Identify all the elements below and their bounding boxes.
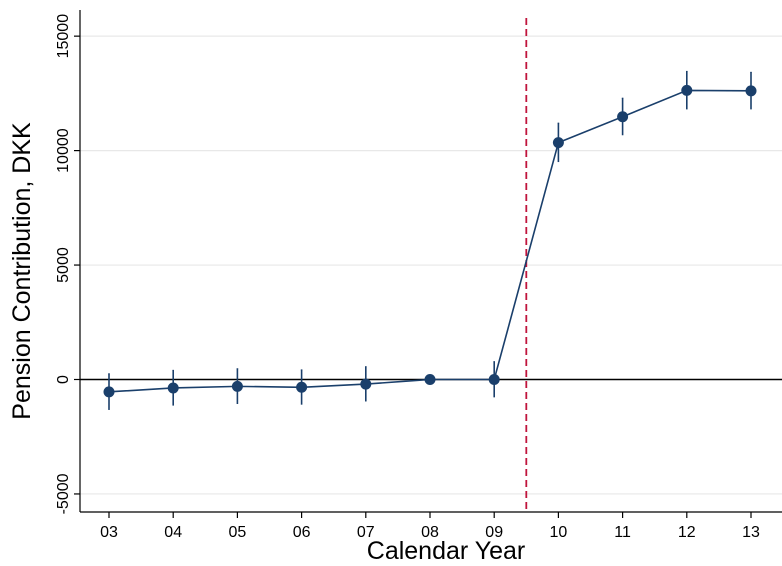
y-tick-label: -5000 xyxy=(55,473,72,514)
x-tick-label: 10 xyxy=(550,524,568,541)
x-tick-label: 06 xyxy=(293,524,311,541)
x-tick-label: 09 xyxy=(485,524,503,541)
data-point xyxy=(745,85,757,97)
series xyxy=(103,70,757,410)
y-tick-label: 10000 xyxy=(55,128,72,173)
data-point xyxy=(617,111,629,123)
x-tick-label: 07 xyxy=(357,524,375,541)
data-point xyxy=(552,137,564,149)
data-point xyxy=(103,386,115,398)
gridlines xyxy=(80,35,782,495)
data-point xyxy=(360,378,372,390)
y-tick-label: 0 xyxy=(55,375,72,384)
axes xyxy=(74,10,782,518)
x-tick-label: 04 xyxy=(164,524,182,541)
y-tick-label: 15000 xyxy=(55,14,72,59)
x-axis-title: Calendar Year xyxy=(367,537,525,565)
tick-labels: -5000 0 5000 10000 15000 03 04 05 06 07 08 09 10 11 12… xyxy=(55,14,760,541)
data-point xyxy=(167,382,179,394)
data-point xyxy=(424,374,436,385)
series-line xyxy=(108,89,752,393)
data-point xyxy=(681,84,693,96)
x-tick-label: 13 xyxy=(742,524,760,541)
x-tick-label: 08 xyxy=(421,524,439,541)
data-point xyxy=(488,374,500,385)
x-tick-label: 05 xyxy=(229,524,247,541)
y-tick-label: 5000 xyxy=(55,247,72,283)
x-tick-label: 12 xyxy=(678,524,696,541)
y-axis-title: Pension Contribution, DKK xyxy=(8,122,36,420)
x-tick-label: 03 xyxy=(100,524,118,541)
data-point xyxy=(231,380,243,392)
x-tick-label: 11 xyxy=(614,524,631,541)
data-point xyxy=(296,381,308,393)
